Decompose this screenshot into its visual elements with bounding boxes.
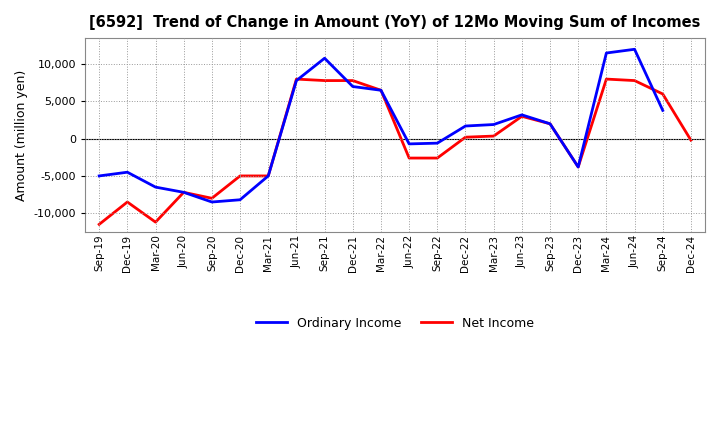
Net Income xyxy=(490,133,498,139)
Ordinary Income xyxy=(462,123,470,128)
Ordinary Income xyxy=(235,197,244,202)
Ordinary Income xyxy=(292,78,301,83)
Net Income xyxy=(95,222,104,227)
Net Income xyxy=(292,77,301,82)
Ordinary Income xyxy=(433,140,441,146)
Net Income xyxy=(179,190,188,195)
Net Income xyxy=(264,173,273,179)
Net Income xyxy=(602,77,611,82)
Net Income xyxy=(151,220,160,225)
Ordinary Income xyxy=(320,55,329,61)
Ordinary Income xyxy=(264,173,273,179)
Net Income xyxy=(207,196,216,201)
Ordinary Income xyxy=(348,84,357,89)
Ordinary Income xyxy=(123,169,132,175)
Ordinary Income xyxy=(658,108,667,113)
Ordinary Income xyxy=(405,141,413,147)
Title: [6592]  Trend of Change in Amount (YoY) of 12Mo Moving Sum of Incomes: [6592] Trend of Change in Amount (YoY) o… xyxy=(89,15,701,30)
Ordinary Income xyxy=(207,199,216,205)
Net Income xyxy=(405,155,413,161)
Ordinary Income xyxy=(546,121,554,126)
Line: Ordinary Income: Ordinary Income xyxy=(99,49,662,202)
Y-axis label: Amount (million yen): Amount (million yen) xyxy=(15,70,28,201)
Net Income xyxy=(574,165,582,170)
Ordinary Income xyxy=(377,88,385,93)
Line: Net Income: Net Income xyxy=(99,79,691,224)
Net Income xyxy=(658,92,667,97)
Net Income xyxy=(348,78,357,83)
Ordinary Income xyxy=(518,112,526,117)
Net Income xyxy=(377,88,385,93)
Ordinary Income xyxy=(151,184,160,190)
Ordinary Income xyxy=(574,165,582,170)
Ordinary Income xyxy=(602,50,611,55)
Ordinary Income xyxy=(490,122,498,127)
Net Income xyxy=(546,121,554,126)
Net Income xyxy=(235,173,244,179)
Net Income xyxy=(462,135,470,140)
Ordinary Income xyxy=(630,47,639,52)
Net Income xyxy=(433,155,441,161)
Net Income xyxy=(320,78,329,83)
Ordinary Income xyxy=(95,173,104,179)
Net Income xyxy=(123,199,132,205)
Net Income xyxy=(630,78,639,83)
Net Income xyxy=(687,138,696,143)
Net Income xyxy=(518,114,526,119)
Ordinary Income xyxy=(179,190,188,195)
Legend: Ordinary Income, Net Income: Ordinary Income, Net Income xyxy=(251,312,539,335)
